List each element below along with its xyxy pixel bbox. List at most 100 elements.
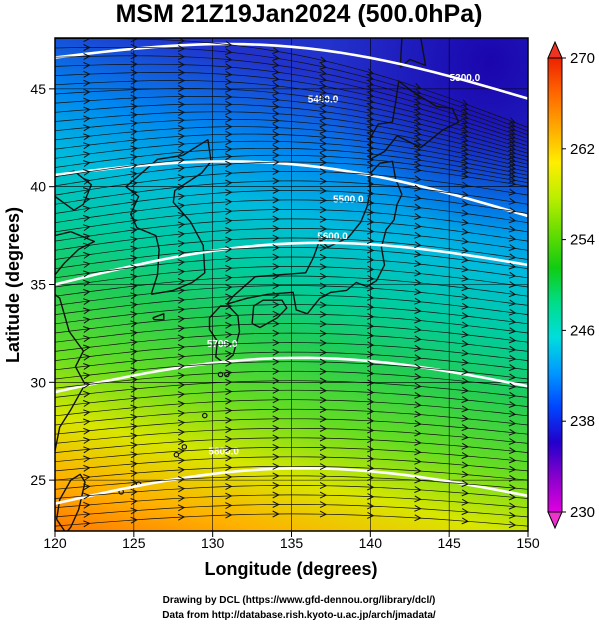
streamline: [55, 294, 528, 315]
wind-arrowhead: [319, 463, 328, 471]
wind-arrowhead: [461, 480, 470, 488]
wind-arrowhead: [366, 115, 375, 122]
streamline: [55, 332, 528, 352]
wind-arrowhead: [461, 209, 469, 217]
wind-arrowhead: [366, 407, 375, 415]
wind-arrowhead: [366, 369, 375, 377]
coastline-segment: [226, 160, 403, 315]
wind-arrowhead: [319, 272, 328, 280]
streamline: [55, 199, 528, 224]
wind-arrowhead: [272, 61, 280, 68]
wind-arrowhead: [177, 230, 186, 238]
wind-arrowhead: [366, 483, 375, 491]
wind-arrowhead: [508, 281, 517, 288]
wind-arrowhead: [225, 350, 233, 358]
wind-arrowhead: [414, 231, 422, 239]
wind-arrowhead: [414, 307, 422, 315]
wind-arrowhead: [461, 293, 470, 301]
wind-arrowhead: [319, 310, 328, 318]
wind-arrowhead: [508, 419, 517, 427]
wind-arrowhead: [82, 187, 91, 195]
wind-arrowhead: [225, 63, 233, 71]
wind-arrowhead: [366, 126, 375, 134]
wind-arrowhead: [414, 161, 422, 168]
wind-arrowhead: [130, 283, 138, 290]
wind-arrowhead: [177, 249, 186, 257]
wind-arrowhead: [319, 501, 328, 509]
wind-arrowhead: [366, 74, 375, 81]
streamline: [55, 408, 528, 426]
wind-arrowhead: [177, 193, 186, 201]
wind-arrowhead: [130, 245, 138, 253]
wind-arrowhead: [272, 301, 280, 309]
wind-arrowhead: [225, 93, 233, 101]
wind-arrowhead: [272, 424, 280, 432]
wind-arrowhead: [461, 99, 469, 107]
wind-arrowhead: [508, 456, 517, 464]
wind-arrowhead: [414, 145, 422, 153]
wind-arrowhead: [414, 288, 422, 296]
wind-arrowhead: [366, 91, 375, 99]
wind-arrowhead: [130, 329, 138, 337]
wind-arrowhead: [366, 474, 375, 481]
wind-arrowhead: [130, 254, 138, 262]
colorbar-min-arrow: [547, 511, 563, 530]
wind-arrowhead: [83, 418, 91, 426]
wind-arrowhead: [366, 436, 375, 444]
wind-arrowhead: [83, 53, 91, 60]
wind-arrowhead: [130, 301, 138, 309]
wind-arrowhead: [413, 98, 422, 106]
wind-arrowhead: [461, 163, 470, 171]
wind-arrowhead: [366, 170, 375, 178]
streamline: [55, 218, 528, 242]
wind-arrowhead: [83, 520, 91, 528]
island-marker: [217, 371, 224, 378]
wind-arrowhead: [319, 120, 328, 128]
wind-arrowhead: [367, 388, 375, 396]
wind-arrowhead: [83, 400, 91, 407]
streamline: [55, 389, 528, 407]
wind-arrowhead: [272, 89, 280, 96]
wind-arrowhead: [461, 122, 469, 129]
wind-arrowhead: [177, 315, 186, 323]
wind-arrowhead: [319, 510, 328, 518]
wind-arrowhead: [366, 303, 375, 311]
wind-arrowhead: [414, 260, 422, 267]
wind-arrowhead: [225, 397, 233, 405]
streamline: [55, 161, 528, 187]
wind-arrowhead: [272, 68, 280, 75]
wind-arrowhead: [225, 160, 233, 168]
wind-arrowhead: [225, 100, 233, 108]
wind-arrowhead: [130, 441, 138, 449]
streamline: [55, 154, 528, 184]
wind-arrowhead: [130, 236, 138, 244]
wind-arrowhead: [414, 150, 422, 158]
x-axis-ticks: 120 125 130 135 140 145 150: [43, 531, 540, 551]
wind-arrowhead: [177, 183, 186, 191]
wind-arrowhead: [225, 483, 233, 491]
wind-arrowhead: [272, 443, 280, 451]
wind-arrowhead: [461, 237, 469, 245]
wind-arrowhead: [130, 339, 138, 346]
wind-arrowhead: [272, 151, 280, 159]
wind-arrowhead: [83, 316, 91, 324]
wind-arrowhead: [272, 206, 280, 213]
wind-arrowhead: [272, 386, 280, 394]
wind-arrowhead: [366, 294, 375, 301]
wind-arrowhead: [130, 385, 138, 393]
wind-arrowhead: [319, 225, 328, 233]
contour-label: 5300.0: [450, 73, 481, 84]
wind-arrowhead: [508, 117, 517, 124]
wind-arrowhead: [272, 177, 280, 185]
wind-arrowhead: [508, 511, 517, 519]
wind-arrowhead: [130, 516, 138, 524]
wind-arrowhead: [414, 439, 422, 446]
wind-arrowhead: [366, 144, 375, 152]
wind-arrowhead: [319, 62, 328, 70]
wind-arrowhead: [508, 484, 517, 492]
wind-arrowhead: [461, 274, 470, 282]
wind-arrowhead: [130, 423, 138, 431]
wind-arrowhead: [366, 246, 375, 254]
credit-line-data: Data from http://database.rish.kyoto-u.a…: [162, 610, 436, 621]
wind-arrowhead: [177, 513, 186, 521]
